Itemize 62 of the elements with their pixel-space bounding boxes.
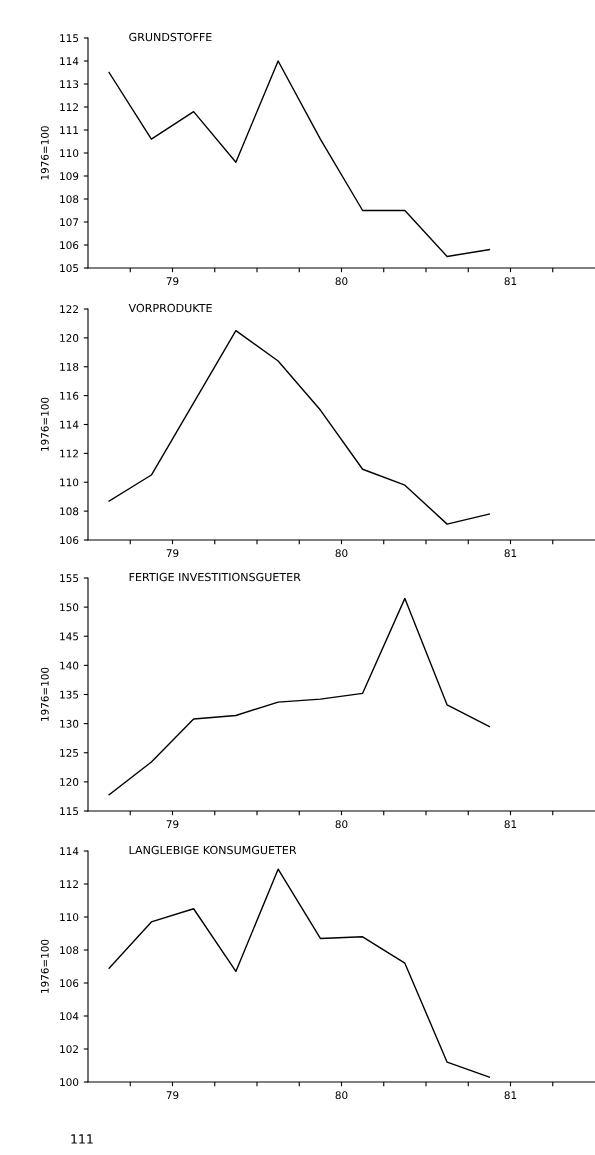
chart-title: VORPRODUKTE [128, 303, 212, 313]
x-tick-label: 81 [504, 820, 517, 829]
y-tick-label: 104 [60, 1012, 79, 1021]
y-tick-label: 116 [60, 391, 79, 400]
line-series [108, 597, 491, 796]
chart-title: LANGLEBIGE KONSUMGUETER [129, 845, 297, 855]
y-tick-label: 115 [60, 34, 79, 43]
y-tick-label: 108 [60, 195, 79, 204]
x-tick-label: 81 [504, 1091, 517, 1100]
y-tick-label: 111 [60, 126, 79, 134]
y-tick-label: 120 [60, 334, 79, 342]
y-tick-label: 105 [60, 264, 79, 273]
x-tick-label: 79 [166, 1091, 179, 1100]
y-axis-title: 1976=100 [40, 939, 49, 993]
y-tick-label: 110 [60, 149, 79, 158]
y-tick-label: 114 [60, 847, 79, 855]
y-tick-label: 155 [60, 574, 79, 583]
y-tick-label: 114 [60, 420, 79, 429]
y-tick-label: 110 [60, 913, 79, 922]
chart-title: FERTIGE INVESTITIONSGUETER [129, 572, 301, 582]
x-tick-label: 79 [166, 820, 179, 829]
y-tick-label: 118 [60, 362, 79, 371]
text: 111 [71, 1134, 93, 1144]
x-tick-label: 79 [166, 277, 179, 286]
line-series [108, 329, 491, 525]
y-tick-label: 150 [60, 603, 79, 612]
y-axis-title: 1976=100 [40, 397, 49, 451]
y-tick-label: 106 [60, 979, 79, 988]
y-tick-label: 106 [60, 241, 79, 250]
y-tick-label: 107 [60, 218, 79, 227]
x-tick-label: 80 [335, 549, 348, 558]
x-tick-label: 80 [335, 277, 348, 286]
y-tick-label: 112 [60, 103, 78, 111]
x-tick-label: 81 [504, 549, 517, 558]
chart-title: GRUNDSTOFFE [129, 32, 212, 42]
y-tick-label: 109 [60, 172, 79, 181]
y-tick-label: 102 [60, 1045, 78, 1054]
x-tick-label: 81 [504, 277, 517, 286]
y-tick-label: 135 [60, 690, 79, 699]
y-tick-label: 120 [60, 778, 79, 786]
y-tick-label: 140 [60, 661, 79, 670]
y-tick-label: 112 [60, 880, 78, 888]
line-series [108, 60, 491, 258]
x-tick-label: 80 [335, 1091, 348, 1100]
y-tick-label: 114 [60, 57, 79, 65]
y-tick-label: 115 [60, 807, 79, 816]
line-series [108, 868, 491, 1078]
y-tick-label: 110 [60, 478, 79, 487]
y-tick-label: 108 [60, 507, 79, 516]
y-tick-label: 130 [60, 719, 79, 728]
y-tick-label: 112 [60, 449, 78, 458]
x-tick-label: 80 [335, 820, 348, 829]
y-tick-label: 108 [60, 946, 79, 955]
y-tick-label: 122 [60, 305, 78, 313]
y-axis-title: 1976=100 [40, 126, 49, 180]
y-tick-label: 125 [60, 748, 79, 757]
x-tick-label: 79 [166, 549, 179, 558]
y-tick-label: 113 [60, 80, 79, 89]
y-tick-label: 106 [60, 536, 79, 545]
y-axis-title: 1976=100 [40, 667, 49, 721]
y-tick-label: 145 [60, 632, 79, 641]
y-tick-label: 100 [60, 1078, 79, 1087]
